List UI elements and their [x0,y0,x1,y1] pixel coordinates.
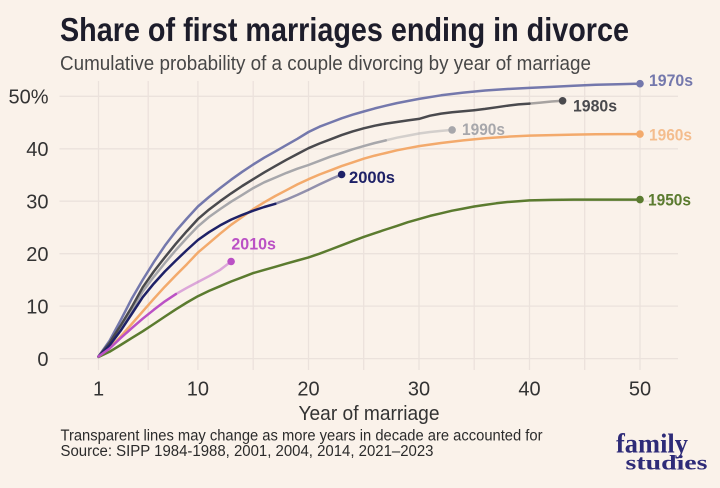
svg-text:10: 10 [26,296,48,318]
svg-text:1: 1 [93,379,104,401]
svg-text:1980s: 1980s [573,97,617,115]
svg-text:1950s: 1950s [648,191,691,209]
svg-text:50%: 50% [8,87,48,109]
svg-text:50: 50 [629,379,651,401]
svg-text:20: 20 [297,379,319,401]
svg-text:1970s: 1970s [649,72,693,90]
svg-text:40: 40 [26,139,48,161]
svg-text:30: 30 [26,191,48,213]
svg-text:Cumulative probability of a co: Cumulative probability of a couple divor… [60,53,591,75]
svg-text:family: family [616,429,688,459]
svg-text:studies: studies [626,451,708,475]
svg-text:30: 30 [408,379,430,401]
svg-text:2010s: 2010s [231,235,276,253]
svg-text:1960s: 1960s [649,126,692,144]
svg-text:Source: SIPP 1984-1988, 2001,: Source: SIPP 1984-1988, 2001, 2004, 2014… [61,443,434,460]
svg-text:0: 0 [37,349,48,371]
svg-text:2000s: 2000s [349,169,395,187]
svg-text:20: 20 [26,244,48,266]
svg-text:Transparent lines may change a: Transparent lines may change as more yea… [61,428,543,445]
svg-text:10: 10 [187,379,209,401]
svg-text:Share of first marriages endin: Share of first marriages ending in divor… [60,11,629,48]
svg-text:40: 40 [518,379,540,401]
svg-text:Year of marriage: Year of marriage [299,402,440,425]
svg-text:1990s: 1990s [462,121,505,139]
